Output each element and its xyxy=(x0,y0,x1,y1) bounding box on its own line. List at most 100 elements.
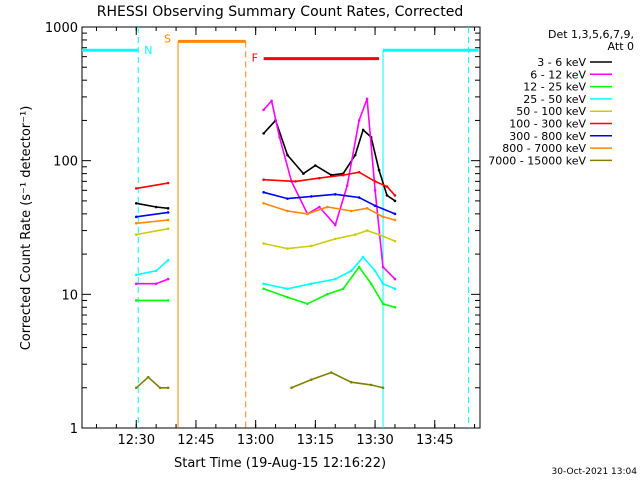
data-point xyxy=(373,204,377,208)
series-line-7-0 xyxy=(136,219,169,225)
data-point xyxy=(393,194,397,197)
legend-header: Det 1,3,5,6,7,9, xyxy=(548,28,634,41)
data-point xyxy=(361,128,365,132)
data-point xyxy=(365,207,369,210)
x-tick-label: 13:00 xyxy=(237,433,274,448)
data-point xyxy=(154,269,158,273)
series-line-0-0 xyxy=(136,202,169,210)
data-point xyxy=(373,189,377,192)
data-point xyxy=(357,265,361,269)
data-point xyxy=(377,168,381,172)
series-line-5-1 xyxy=(263,171,396,196)
data-point xyxy=(373,269,377,273)
legend-entry-label: 25 - 50 keV xyxy=(523,93,586,106)
flag-label-f: F xyxy=(252,52,258,65)
data-point xyxy=(361,255,365,259)
data-point xyxy=(393,277,397,281)
data-point xyxy=(341,287,345,291)
data-point xyxy=(393,218,397,222)
data-point xyxy=(310,244,313,248)
legend-entry-label: 100 - 300 keV xyxy=(509,118,586,131)
data-point xyxy=(306,302,309,306)
legend-entry-label: 12 - 25 keV xyxy=(523,81,586,94)
legend-entry-label: 300 - 800 keV xyxy=(509,130,586,143)
data-point xyxy=(381,215,385,219)
data-point xyxy=(262,201,265,205)
data-point xyxy=(357,170,361,174)
data-point xyxy=(381,265,385,269)
data-point xyxy=(166,277,170,281)
data-point xyxy=(286,153,289,157)
y-tick-label: 100 xyxy=(53,155,78,170)
data-point xyxy=(166,181,170,185)
legend-entry-label: 3 - 6 keV xyxy=(537,56,586,69)
series-line-1-1 xyxy=(263,98,396,280)
data-point xyxy=(154,282,158,286)
data-point xyxy=(278,135,281,139)
data-point xyxy=(393,199,397,203)
series-line-7-1 xyxy=(263,202,396,221)
data-point xyxy=(381,302,385,306)
data-point xyxy=(158,386,162,390)
series-line-8-1 xyxy=(291,371,384,389)
data-point xyxy=(286,247,289,250)
data-point xyxy=(333,223,337,227)
data-point xyxy=(134,201,138,205)
data-point xyxy=(353,233,357,236)
data-point xyxy=(302,172,305,175)
legend-entry-label: 7000 - 15000 keV xyxy=(488,154,586,167)
data-point xyxy=(393,287,397,291)
data-point xyxy=(166,211,170,214)
data-point xyxy=(333,277,337,281)
data-point xyxy=(310,282,313,286)
legend-entry-label: 50 - 100 keV xyxy=(516,105,586,118)
data-point xyxy=(262,108,265,112)
data-point xyxy=(326,205,329,209)
data-point xyxy=(262,178,265,182)
data-point xyxy=(262,132,265,135)
data-point xyxy=(385,185,389,188)
data-point xyxy=(333,193,337,196)
legend-header: Att 0 xyxy=(608,40,634,53)
data-point xyxy=(154,205,158,209)
data-point xyxy=(365,229,369,232)
data-point xyxy=(286,296,289,299)
flag-label-s: S xyxy=(164,32,171,45)
data-point xyxy=(134,215,138,219)
data-point xyxy=(333,237,337,241)
data-point xyxy=(349,380,353,384)
x-tick-label: 13:30 xyxy=(356,433,393,448)
x-tick-label: 12:30 xyxy=(118,433,155,448)
plot-frame xyxy=(81,26,481,429)
data-point xyxy=(262,287,265,291)
data-point xyxy=(329,371,333,374)
series-line-4-1 xyxy=(263,229,396,250)
series-line-6-0 xyxy=(136,211,169,218)
data-point xyxy=(365,97,369,101)
series-line-1-0 xyxy=(136,278,169,285)
data-point xyxy=(134,187,138,190)
data-point xyxy=(381,386,385,390)
series-line-3-1 xyxy=(263,255,396,290)
legend-entry-label: 6 - 12 keV xyxy=(530,68,586,81)
data-point xyxy=(385,194,389,197)
data-point xyxy=(318,176,321,180)
y-tick-label: 10 xyxy=(61,288,78,303)
plot-area: 12:30 12:45 13:00 13:15 13:30 13:45 1 10 100 1000… xyxy=(45,21,481,448)
data-point xyxy=(357,196,361,199)
chart-title: RHESSI Observing Summary Count Rates, Co… xyxy=(97,4,463,20)
legend-entry-label: 800 - 7000 keV xyxy=(502,142,586,155)
data-point xyxy=(381,282,385,286)
data-point xyxy=(294,180,297,183)
series-line-8-0 xyxy=(135,376,169,389)
y-axis-label: Corrected Count Rate (s⁻¹ detector⁻¹) xyxy=(19,106,34,351)
data-point xyxy=(306,212,309,216)
flag-label-n: N xyxy=(144,44,152,57)
data-point xyxy=(134,233,138,236)
data-point xyxy=(134,299,138,302)
data-point xyxy=(286,197,289,200)
series-line-3-0 xyxy=(136,259,169,276)
data-point xyxy=(318,205,321,209)
data-point xyxy=(166,258,170,262)
